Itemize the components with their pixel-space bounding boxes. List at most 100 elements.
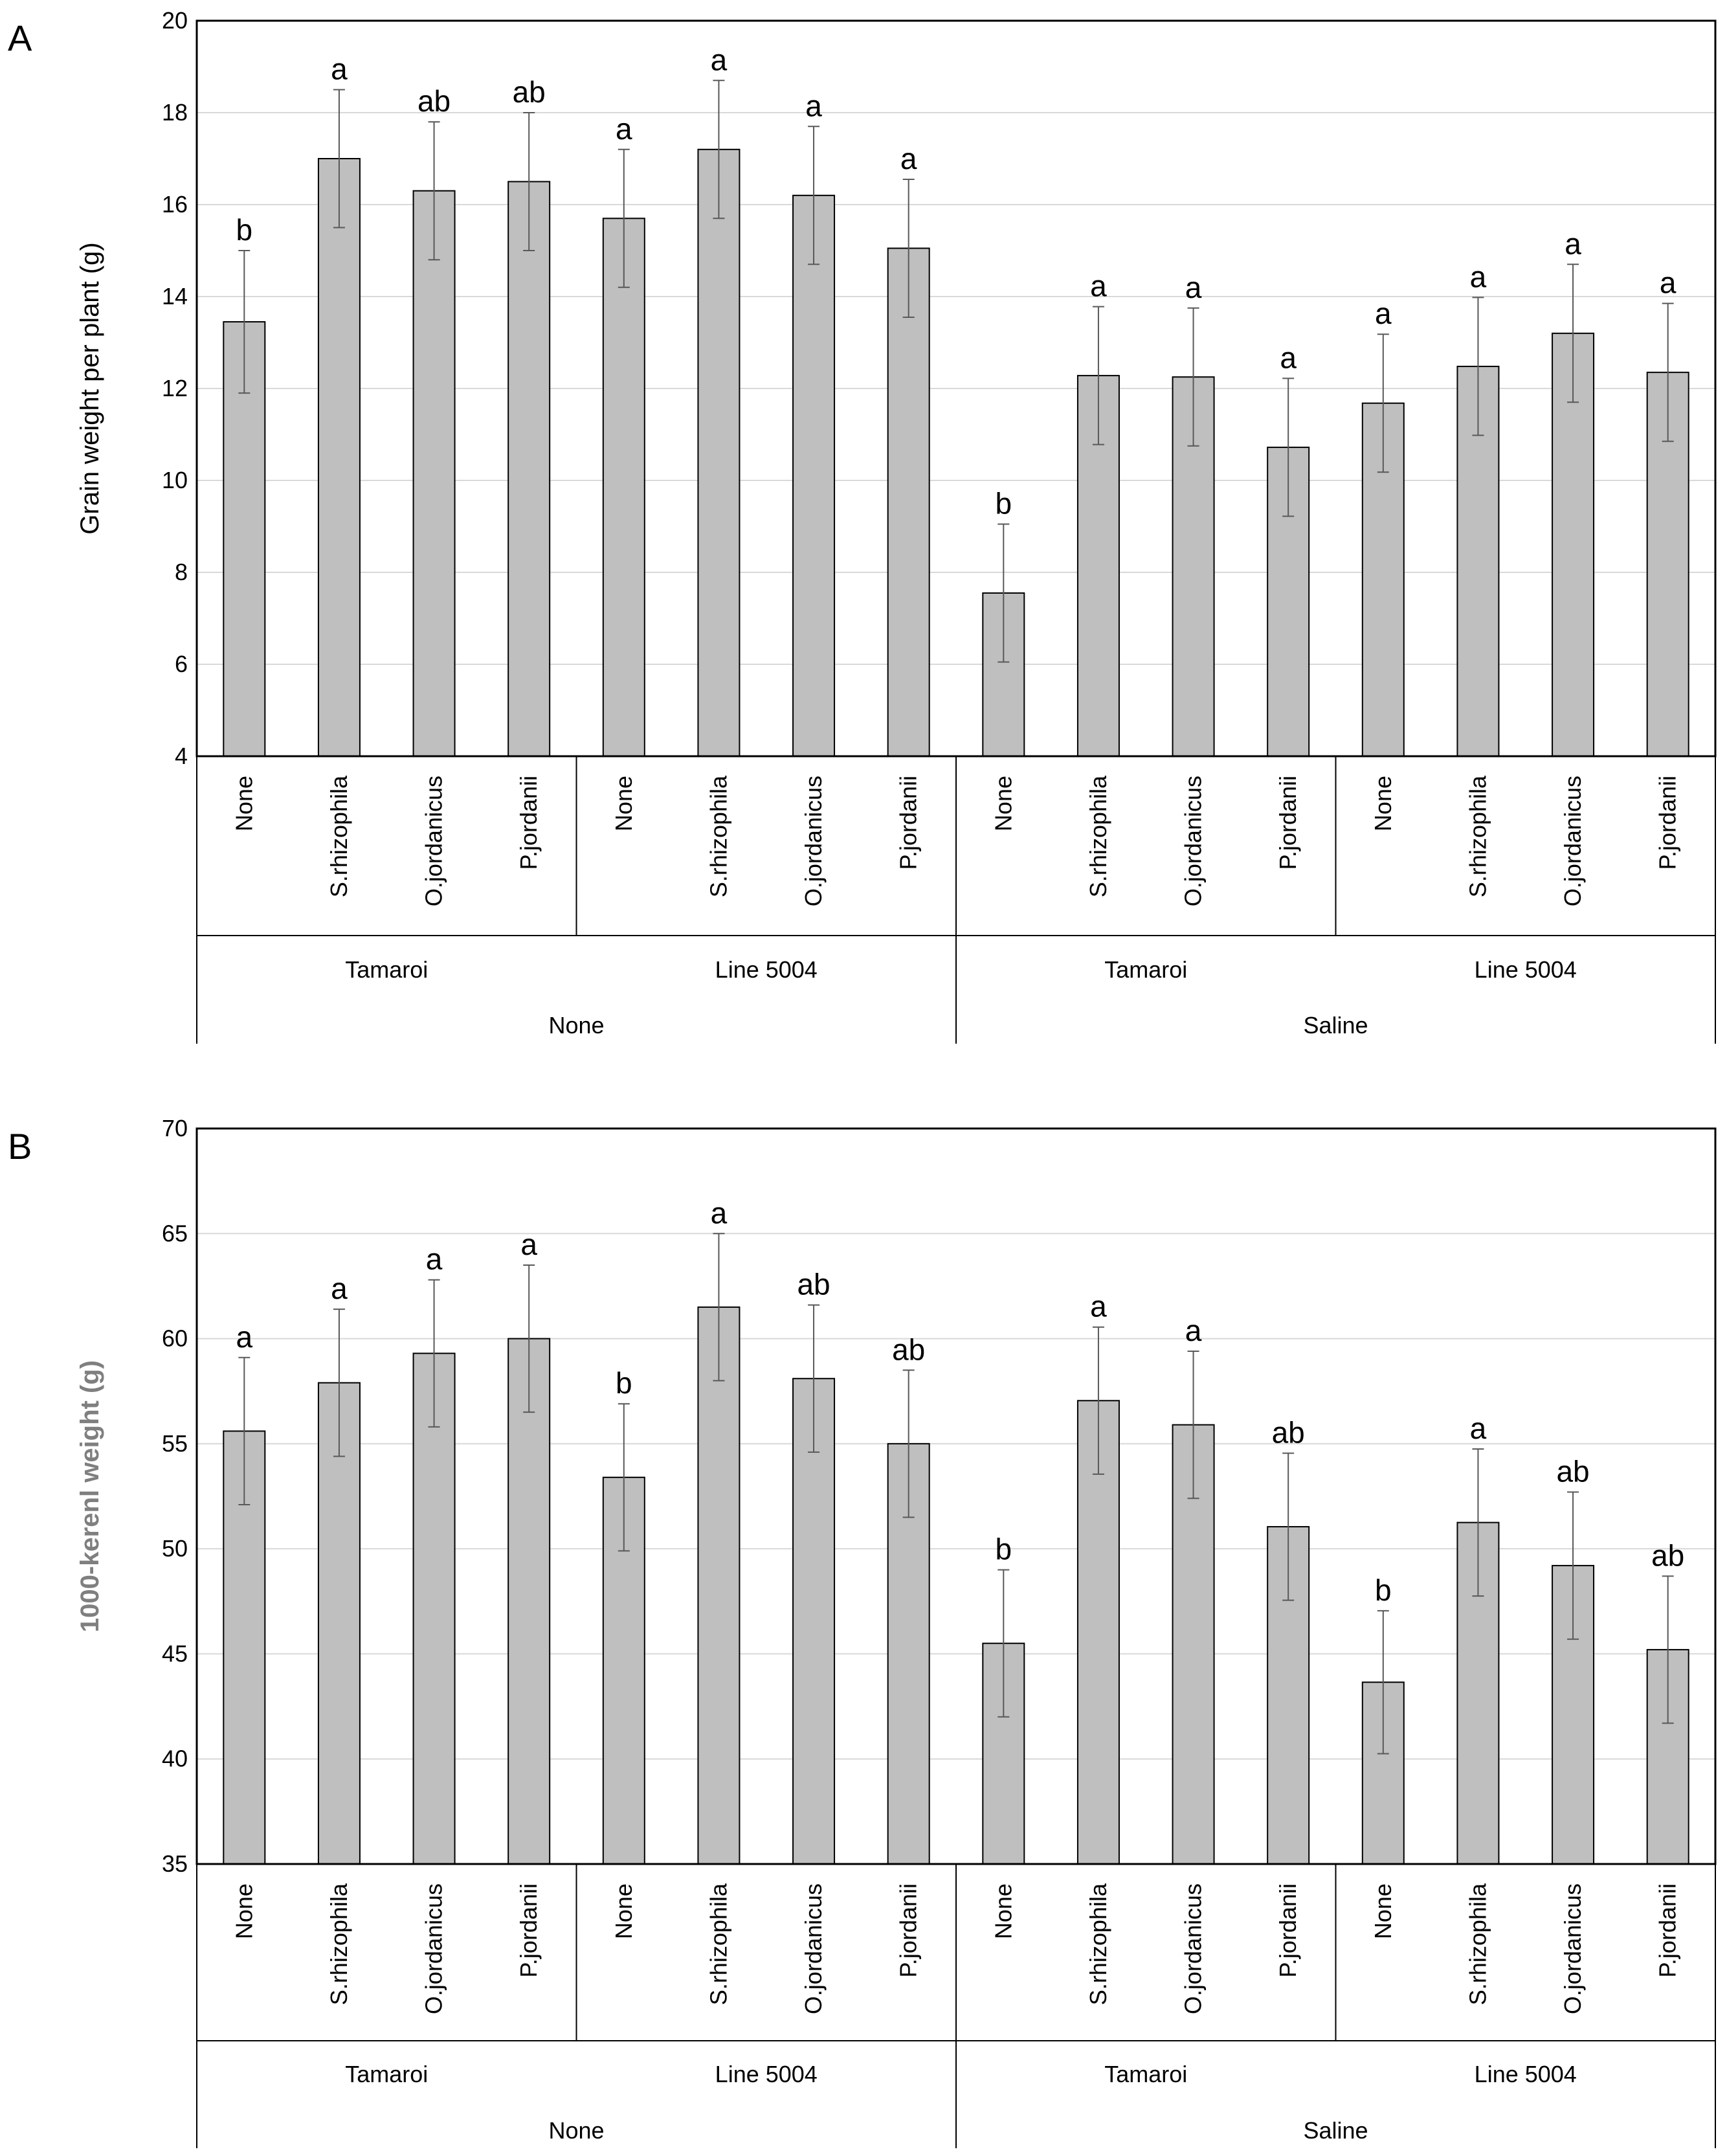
cultivar-group-label: Line 5004: [715, 956, 818, 983]
treatment-group-label: None: [548, 2117, 604, 2144]
cultivar-group-label: Tamaroi: [345, 956, 428, 983]
cultivar-group-label: Tamaroi: [345, 2061, 428, 2087]
x-category-label: None: [230, 776, 257, 831]
x-category-label: P.jordanii: [1655, 776, 1681, 870]
significance-label: ab: [797, 1268, 830, 1301]
y-tick-label: 20: [162, 7, 188, 34]
treatment-group-label: None: [548, 1012, 604, 1039]
significance-label: a: [616, 112, 632, 146]
treatment-group-label: Saline: [1303, 2117, 1368, 2144]
x-category-label: None: [1370, 1883, 1396, 1939]
y-tick-label: 45: [162, 1640, 188, 1667]
significance-label: a: [1375, 297, 1392, 330]
x-category-label: O.jordanicus: [800, 1883, 827, 2014]
x-category-label: O.jordanicus: [1180, 776, 1207, 906]
x-category-label: S.rhizophila: [705, 775, 731, 897]
y-tick-label: 55: [162, 1430, 188, 1457]
significance-label: ab: [892, 1332, 925, 1366]
significance-label: b: [236, 213, 253, 247]
y-axis-label: Grain weight per plant (g): [76, 242, 104, 534]
y-tick-label: 8: [175, 559, 188, 585]
x-category-label: S.rhizophila: [326, 775, 352, 897]
significance-label: a: [1185, 271, 1202, 304]
bar: [697, 1306, 741, 1865]
bar: [412, 190, 456, 757]
x-category-label: None: [990, 776, 1016, 831]
bar: [507, 181, 551, 757]
significance-label: ab: [1651, 1538, 1684, 1572]
significance-label: a: [1565, 227, 1581, 260]
x-category-label: P.jordanii: [515, 1883, 542, 1977]
significance-label: a: [1660, 266, 1677, 300]
x-category-label: P.jordanii: [1275, 776, 1301, 870]
y-tick-label: 12: [162, 375, 188, 401]
significance-label: a: [331, 1272, 348, 1305]
significance-label: a: [331, 52, 348, 86]
panel-letter: A: [8, 17, 32, 58]
significance-label: a: [1280, 341, 1297, 374]
y-tick-label: 35: [162, 1850, 188, 1877]
x-category-label: S.rhizophila: [705, 1883, 731, 2005]
x-category-label: S.rhizophila: [1085, 1883, 1111, 2005]
x-category-label: S.rhizophila: [1464, 775, 1491, 897]
bar: [602, 218, 645, 757]
x-category-label: S.rhizophila: [326, 1883, 352, 2005]
bar: [412, 1353, 456, 1865]
significance-label: b: [996, 486, 1012, 520]
y-tick-label: 18: [162, 99, 188, 126]
significance-label: a: [520, 1228, 537, 1261]
cultivar-group-label: Line 5004: [1475, 956, 1577, 983]
x-category-label: None: [610, 1883, 637, 1939]
significance-label: a: [1185, 1314, 1202, 1347]
y-tick-label: 40: [162, 1746, 188, 1772]
x-category-label: P.jordanii: [515, 776, 542, 870]
x-category-label: P.jordanii: [1655, 1883, 1681, 1977]
bar: [317, 1382, 361, 1865]
panel-a: A 4 6 8 10 12 14 16 18 20 Grain weight per plant (…: [8, 7, 1717, 1044]
x-category-label: S.rhizophila: [1464, 1883, 1491, 2005]
y-tick-label: 60: [162, 1325, 188, 1352]
x-category-label: O.jordanicus: [1559, 776, 1586, 906]
x-category-label: P.jordanii: [895, 1883, 922, 1977]
significance-label: a: [426, 1242, 443, 1276]
x-category-label: None: [1370, 776, 1396, 831]
significance-label: a: [805, 89, 822, 122]
x-category-label: O.jordanicus: [1180, 1883, 1207, 2014]
bar: [887, 247, 930, 757]
y-tick-label: 16: [162, 191, 188, 218]
significance-label: ab: [1272, 1415, 1305, 1449]
x-category-label: None: [230, 1883, 257, 1939]
cultivar-group-label: Line 5004: [715, 2061, 818, 2087]
y-tick-label: 50: [162, 1535, 188, 1562]
treatment-group-label: Saline: [1303, 1012, 1368, 1039]
x-category-label: None: [990, 1883, 1016, 1939]
panel-letter: B: [8, 1126, 32, 1167]
significance-label: a: [1090, 269, 1107, 303]
bar: [507, 1338, 551, 1865]
significance-label: a: [1470, 1411, 1487, 1445]
x-category-label: O.jordanicus: [421, 1883, 447, 2014]
y-tick-label: 4: [175, 743, 188, 769]
x-category-label: O.jordanicus: [1559, 1883, 1586, 2014]
y-tick-label: 65: [162, 1220, 188, 1246]
significance-label: a: [1470, 260, 1487, 293]
y-tick-label: 70: [162, 1115, 188, 1141]
significance-label: ab: [1556, 1455, 1589, 1488]
significance-label: a: [711, 43, 728, 76]
x-category-label: O.jordanicus: [800, 776, 827, 906]
x-category-label: O.jordanicus: [421, 776, 447, 906]
cultivar-group-label: Line 5004: [1475, 2061, 1577, 2087]
x-category-label: P.jordanii: [1275, 1883, 1301, 1977]
y-tick-label: 10: [162, 467, 188, 493]
significance-label: b: [1375, 1573, 1392, 1607]
significance-label: ab: [418, 84, 451, 118]
significance-label: b: [996, 1533, 1012, 1566]
y-tick-label: 14: [162, 283, 188, 309]
bar: [792, 194, 836, 757]
significance-label: ab: [513, 75, 546, 109]
x-category-label: None: [610, 776, 637, 831]
panel-b: B 35 40 45 50 55 60 65 70 1000-kerenl weight (g) a…: [8, 1115, 1717, 2148]
significance-label: b: [616, 1366, 632, 1400]
significance-label: a: [1090, 1290, 1107, 1323]
